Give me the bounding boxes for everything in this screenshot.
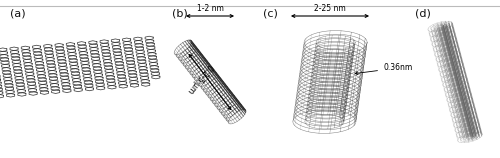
Text: 0.36nm: 0.36nm	[355, 64, 412, 75]
Text: (c): (c)	[263, 8, 278, 18]
Text: (d): (d)	[415, 8, 431, 18]
Text: 2-25 nm: 2-25 nm	[314, 4, 346, 13]
Text: 0.2-5 μm: 0.2-5 μm	[186, 62, 214, 94]
Text: 1-2 nm: 1-2 nm	[196, 4, 224, 13]
Text: (b): (b)	[172, 8, 188, 18]
Text: (a): (a)	[10, 8, 26, 18]
